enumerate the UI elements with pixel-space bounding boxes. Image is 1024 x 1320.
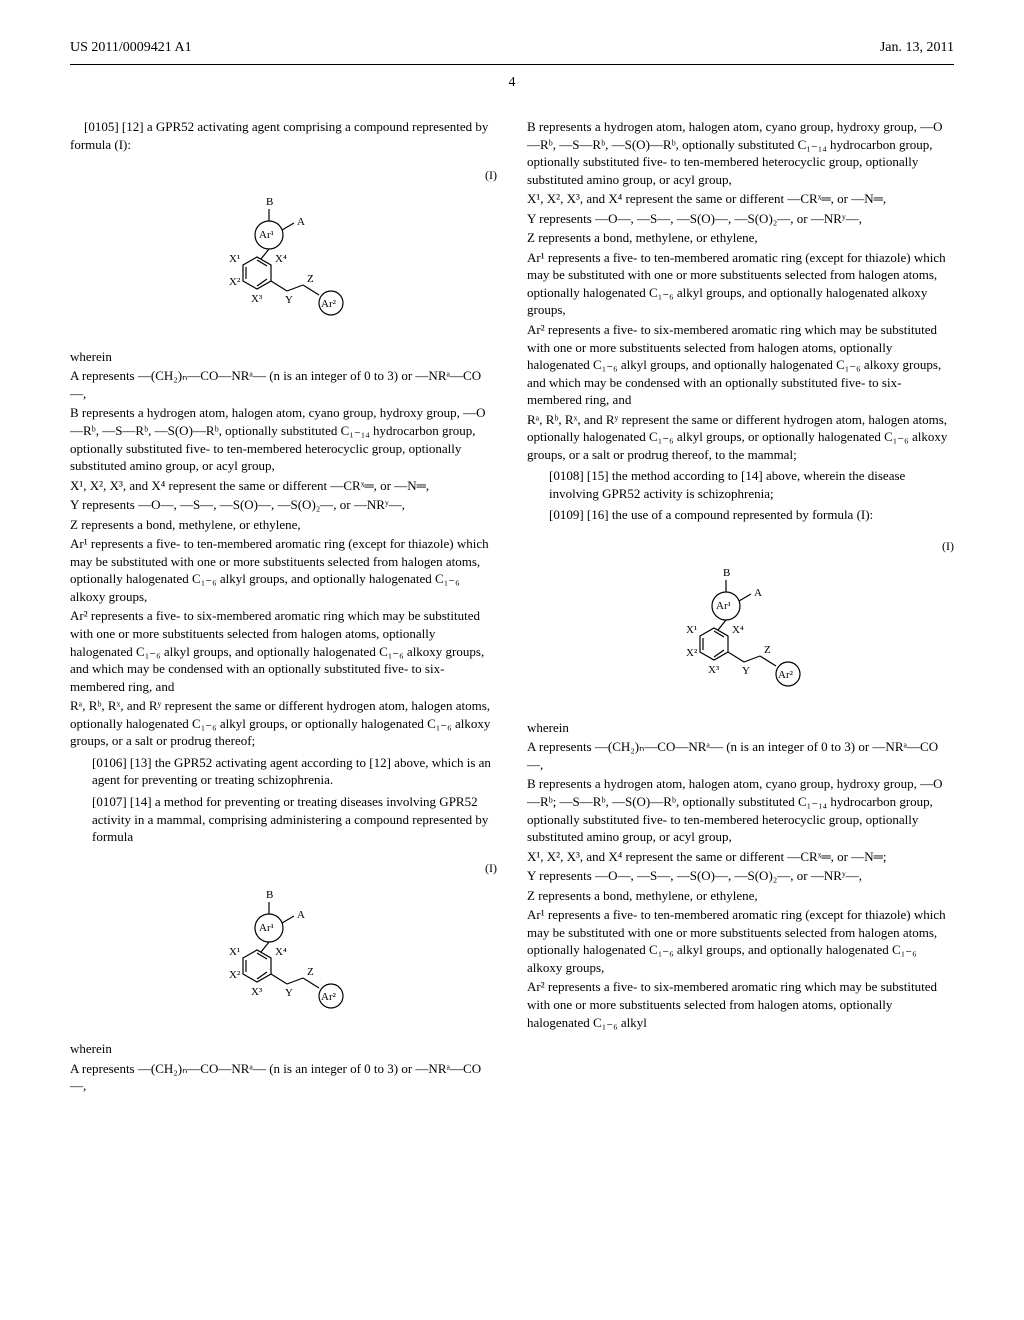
item-15: [0108] [15] the method according to [14]…	[549, 467, 954, 502]
svg-text:B: B	[266, 196, 273, 208]
svg-text:Z: Z	[764, 644, 771, 656]
y-definition-r1: Y represents —O—, —S—, —S(O)—, —S(O)₂—, …	[527, 210, 954, 228]
svg-text:A: A	[297, 909, 305, 921]
svg-text:X⁴: X⁴	[732, 624, 744, 636]
y-definition-1: Y represents —O—, —S—, —S(O)—, —S(O)₂—, …	[70, 496, 497, 514]
svg-text:Y: Y	[285, 294, 293, 306]
svg-text:Ar²: Ar²	[321, 991, 337, 1003]
wherein-2: wherein	[70, 1040, 497, 1058]
ar1-definition-1: Ar¹ represents a five- to ten-membered a…	[70, 535, 497, 605]
a-definition-1: A represents —(CH₂)ₙ—CO—NRᵃ— (n is an in…	[70, 367, 497, 402]
r-definition-r1: Rᵃ, Rᵇ, Rˣ, and Rʸ represent the same or…	[527, 411, 954, 464]
svg-text:X¹: X¹	[686, 624, 697, 636]
svg-text:Ar¹: Ar¹	[259, 922, 274, 934]
z-definition-1: Z represents a bond, methylene, or ethyl…	[70, 516, 497, 534]
ar1-definition-3: Ar¹ represents a five- to ten-membered a…	[527, 906, 954, 976]
svg-text:B: B	[266, 889, 273, 901]
chemical-structure-1: B A Ar¹ X¹ X² X³ X⁴ Y Z Ar²	[70, 187, 497, 342]
center-page-number: 4	[70, 75, 954, 91]
svg-text:Ar¹: Ar¹	[259, 229, 274, 241]
svg-text:Y: Y	[742, 665, 750, 677]
wherein-3: wherein	[527, 719, 954, 737]
svg-text:Z: Z	[307, 966, 314, 978]
x-definition-3: X¹, X², X³, and X⁴ represent the same or…	[527, 848, 954, 866]
wherein-1: wherein	[70, 348, 497, 366]
item-14: [0107] [14] a method for preventing or t…	[92, 793, 497, 846]
x-definition-r1: X¹, X², X³, and X⁴ represent the same or…	[527, 190, 954, 208]
ar2-definition-r1: Ar² represents a five- to six-membered a…	[527, 321, 954, 409]
chemical-structure-2: B A Ar¹ X¹ X² X³ X⁴ Y Z Ar²	[70, 880, 497, 1035]
formula-label-2: (I)	[70, 860, 497, 876]
z-definition-r1: Z represents a bond, methylene, or ethyl…	[527, 229, 954, 247]
publication-number: US 2011/0009421 A1	[70, 40, 192, 56]
svg-text:Ar²: Ar²	[778, 669, 794, 681]
svg-text:A: A	[297, 216, 305, 228]
svg-text:X¹: X¹	[229, 946, 240, 958]
b-definition-3: B represents a hydrogen atom, halogen at…	[527, 775, 954, 845]
ar2-definition-3: Ar² represents a five- to six-membered a…	[527, 978, 954, 1031]
svg-text:X⁴: X⁴	[275, 946, 287, 958]
patent-page: US 2011/0009421 A1 Jan. 13, 2011 4 [0105…	[0, 0, 1024, 1320]
item-13: [0106] [13] the GPR52 activating agent a…	[92, 754, 497, 789]
ar2-definition-1: Ar² represents a five- to six-membered a…	[70, 607, 497, 695]
a-definition-3: A represents —(CH₂)ₙ—CO—NRᵃ— (n is an in…	[527, 738, 954, 773]
svg-text:Z: Z	[307, 273, 314, 285]
svg-text:Ar²: Ar²	[321, 298, 337, 310]
svg-text:Y: Y	[285, 987, 293, 999]
svg-text:X⁴: X⁴	[275, 253, 287, 265]
right-column: B represents a hydrogen atom, halogen at…	[527, 116, 954, 1097]
ar1-definition-r1: Ar¹ represents a five- to ten-membered a…	[527, 249, 954, 319]
y-definition-3: Y represents —O—, —S—, —S(O)—, —S(O)₂—, …	[527, 867, 954, 885]
item-12-intro: [0105] [12] a GPR52 activating agent com…	[70, 118, 497, 153]
b-definition-1: B represents a hydrogen atom, halogen at…	[70, 404, 497, 474]
r-definition-1: Rᵃ, Rᵇ, Rˣ, and Rʸ represent the same or…	[70, 697, 497, 750]
x-definition-1: X¹, X², X³, and X⁴ represent the same or…	[70, 477, 497, 495]
two-column-layout: [0105] [12] a GPR52 activating agent com…	[70, 116, 954, 1097]
publication-date: Jan. 13, 2011	[880, 40, 954, 56]
header-rule	[70, 64, 954, 65]
a-definition-2: A represents —(CH₂)ₙ—CO—NRᵃ— (n is an in…	[70, 1060, 497, 1095]
svg-text:X³: X³	[708, 664, 720, 676]
page-header: US 2011/0009421 A1 Jan. 13, 2011	[70, 40, 954, 56]
svg-text:X³: X³	[251, 293, 263, 305]
z-definition-3: Z represents a bond, methylene, or ethyl…	[527, 887, 954, 905]
item-16: [0109] [16] the use of a compound repres…	[549, 506, 954, 524]
svg-text:X¹: X¹	[229, 253, 240, 265]
b-definition-r1: B represents a hydrogen atom, halogen at…	[527, 118, 954, 188]
svg-text:A: A	[754, 587, 762, 599]
svg-text:Ar¹: Ar¹	[716, 600, 731, 612]
svg-text:X²: X²	[686, 647, 698, 659]
svg-text:X³: X³	[251, 986, 263, 998]
chemical-structure-3: B A Ar¹ X¹ X² X³ X⁴ Y Z Ar²	[527, 558, 954, 713]
left-column: [0105] [12] a GPR52 activating agent com…	[70, 116, 497, 1097]
svg-text:X²: X²	[229, 276, 241, 288]
svg-text:X²: X²	[229, 969, 241, 981]
formula-label-3: (I)	[527, 538, 954, 554]
formula-label-1: (I)	[70, 167, 497, 183]
svg-text:B: B	[723, 567, 730, 579]
